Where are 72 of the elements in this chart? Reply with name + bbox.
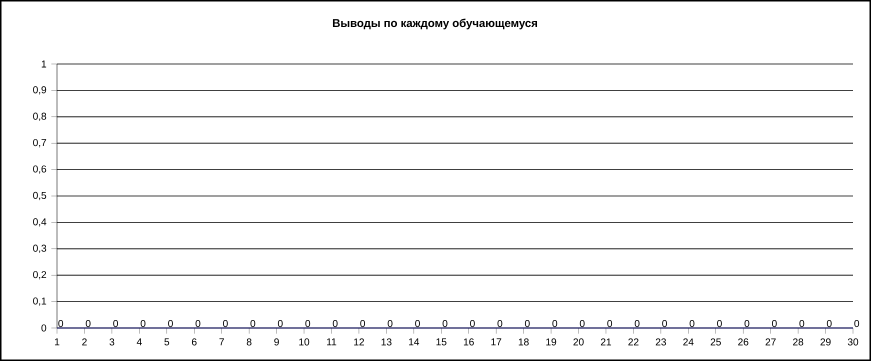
x-tick-label: 26 (738, 338, 748, 346)
x-tick-label: 29 (820, 338, 831, 346)
y-tick-label: 0,2 (33, 271, 46, 280)
data-label: 0 (86, 320, 91, 328)
data-label: 0 (717, 320, 722, 328)
x-tick-label: 9 (274, 338, 279, 346)
y-tick-label: 0,9 (33, 86, 46, 95)
x-tick-label: 7 (219, 338, 224, 346)
data-label: 0 (524, 320, 530, 328)
x-tick-label: 15 (436, 338, 446, 346)
x-tick-label: 11 (327, 338, 336, 346)
data-label: 0 (332, 320, 338, 328)
data-label: 0 (826, 320, 832, 328)
x-tick-label: 2 (82, 338, 87, 346)
x-tick-label: 4 (136, 338, 142, 346)
y-tick-label: 0 (41, 324, 46, 332)
data-label: 0 (305, 320, 310, 328)
data-label: 0 (388, 320, 392, 328)
y-tick-label: 0,3 (33, 244, 46, 253)
x-tick-label: 21 (600, 338, 612, 346)
x-tick-label: 18 (518, 338, 529, 346)
x-tick-label: 28 (793, 338, 804, 346)
y-tick-label: 0,7 (33, 139, 46, 148)
y-tick-label: 0,1 (33, 297, 46, 306)
data-label: 0 (662, 320, 667, 328)
x-tick-label: 17 (491, 338, 502, 346)
data-label: 0 (854, 320, 860, 328)
x-tick-label: 30 (848, 338, 858, 346)
data-label: 0 (250, 320, 256, 328)
data-label: 0 (744, 320, 750, 328)
x-tick-label: 16 (464, 338, 474, 346)
x-tick-label: 6 (192, 338, 197, 346)
data-label: 0 (690, 320, 694, 328)
x-tick-label: 1 (54, 338, 60, 346)
data-label: 0 (278, 320, 283, 328)
y-tick-label: 1 (42, 60, 46, 68)
data-label: 0 (196, 320, 200, 328)
x-tick-label: 19 (546, 338, 556, 346)
data-label: 0 (470, 320, 475, 328)
x-tick-label: 13 (382, 338, 392, 346)
data-label: 0 (58, 320, 64, 328)
x-tick-label: 8 (246, 338, 252, 346)
data-label: 0 (634, 320, 640, 328)
y-tick-label: 0,5 (33, 192, 46, 200)
x-tick-label: 22 (628, 338, 638, 346)
x-tick-label: 24 (683, 338, 694, 346)
x-tick-label: 14 (409, 338, 420, 346)
data-label: 0 (113, 320, 118, 328)
x-tick-label: 27 (766, 338, 776, 346)
y-tick-label: 0,8 (33, 112, 46, 121)
data-label: 0 (442, 320, 448, 328)
data-label: 0 (772, 320, 777, 328)
data-label: 0 (168, 320, 173, 328)
data-label: 0 (415, 320, 420, 328)
data-label: 0 (223, 320, 228, 328)
x-tick-label: 25 (710, 338, 721, 346)
x-tick-label: 10 (299, 338, 310, 346)
data-label: 0 (360, 320, 366, 328)
data-label: 0 (607, 320, 612, 328)
data-label: 0 (498, 320, 502, 328)
y-tick-label: 0,6 (33, 165, 46, 174)
data-label: 0 (552, 320, 558, 328)
data-label: 0 (140, 320, 146, 328)
x-tick-label: 5 (164, 338, 170, 346)
y-tick-label: 0,4 (33, 218, 46, 227)
x-tick-label: 20 (573, 338, 584, 346)
data-label: 0 (799, 320, 804, 328)
x-tick-label: 23 (656, 338, 666, 346)
x-tick-label: 12 (354, 338, 364, 346)
x-tick-label: 3 (109, 338, 114, 346)
chart-title: Выводы по каждому обучающемуся (332, 18, 538, 30)
data-label: 0 (580, 320, 585, 328)
